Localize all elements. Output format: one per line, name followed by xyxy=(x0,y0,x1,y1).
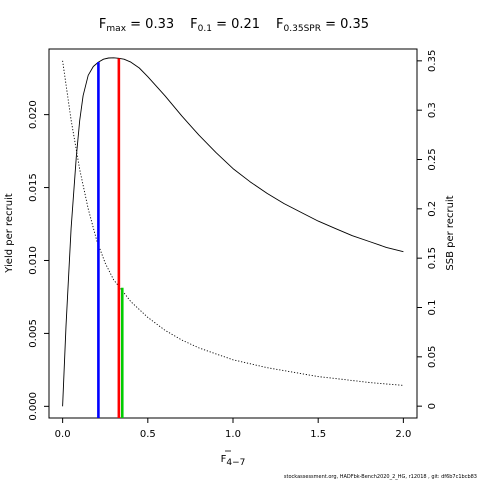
y-axis-right: 0 0.05 0.1 0.15 0.2 0.25 0.3 0.35 xyxy=(417,50,438,409)
plot-frame xyxy=(48,48,418,419)
chart-title: Fmax = 0.33​F0.1 = 0.21​F0.35SPR = 0.35 xyxy=(99,17,369,34)
title-f01-sub: 0.1 xyxy=(198,24,212,34)
x-tick-label: 2.0 xyxy=(395,429,411,440)
title-f01-base: F xyxy=(190,17,197,32)
title-f01-eq: = 0.21 xyxy=(212,17,260,32)
y-tick-label: 0.005 xyxy=(28,319,39,348)
title-fspr-sub: 0.35SPR xyxy=(284,24,321,34)
x-axis-title-base: F xyxy=(221,454,227,465)
ssb-per-recruit-line xyxy=(62,60,404,386)
y-tick-label: 0.015 xyxy=(28,173,39,202)
y-tick-label: 0.000 xyxy=(28,392,39,421)
y-axis-title: Yield per recruit xyxy=(4,193,15,274)
y-tick-label: 0.010 xyxy=(28,246,39,275)
reference-lines xyxy=(97,58,124,418)
y2-tick-label: 0.05 xyxy=(427,346,438,368)
x-tick-label: 0.5 xyxy=(140,429,156,440)
footer-note: stockassessment.org, HADFbk-Bench2020_2_… xyxy=(284,474,477,480)
yield-per-recruit-line xyxy=(62,57,404,407)
y-axis-left: 0.000 0.005 0.010 0.015 0.020 xyxy=(28,100,49,421)
title-fmax-eq: = 0.33 xyxy=(126,17,174,32)
x-tick-label: 1.0 xyxy=(225,429,241,440)
title-fspr-eq: = 0.35 xyxy=(321,17,369,32)
x-tick-label: 1.5 xyxy=(310,429,326,440)
y2-tick-label: 0.15 xyxy=(427,247,438,269)
title-fmax-sub: max xyxy=(106,24,126,34)
series-layer xyxy=(62,57,404,407)
y2-tick-label: 0.3 xyxy=(427,102,438,118)
title-fmax-base: F xyxy=(99,17,106,32)
x-axis-title-sub: 4−7 xyxy=(226,458,245,468)
x-axis-title: F4−7 xyxy=(221,454,246,468)
y2-tick-label: 0.35 xyxy=(427,50,438,72)
y2-tick-label: 0.2 xyxy=(427,201,438,217)
y2-tick-label: 0 xyxy=(427,403,438,409)
y-tick-label: 0.020 xyxy=(28,100,39,129)
x-axis: 0.0 0.5 1.0 1.5 2.0 xyxy=(55,418,411,440)
y2-tick-label: 0.1 xyxy=(427,300,438,316)
title-fspr-base: F xyxy=(276,17,283,32)
y2-axis-title: SSB per recruit xyxy=(445,195,456,270)
x-tick-label: 0.0 xyxy=(55,429,71,440)
y2-tick-label: 0.25 xyxy=(427,148,438,170)
